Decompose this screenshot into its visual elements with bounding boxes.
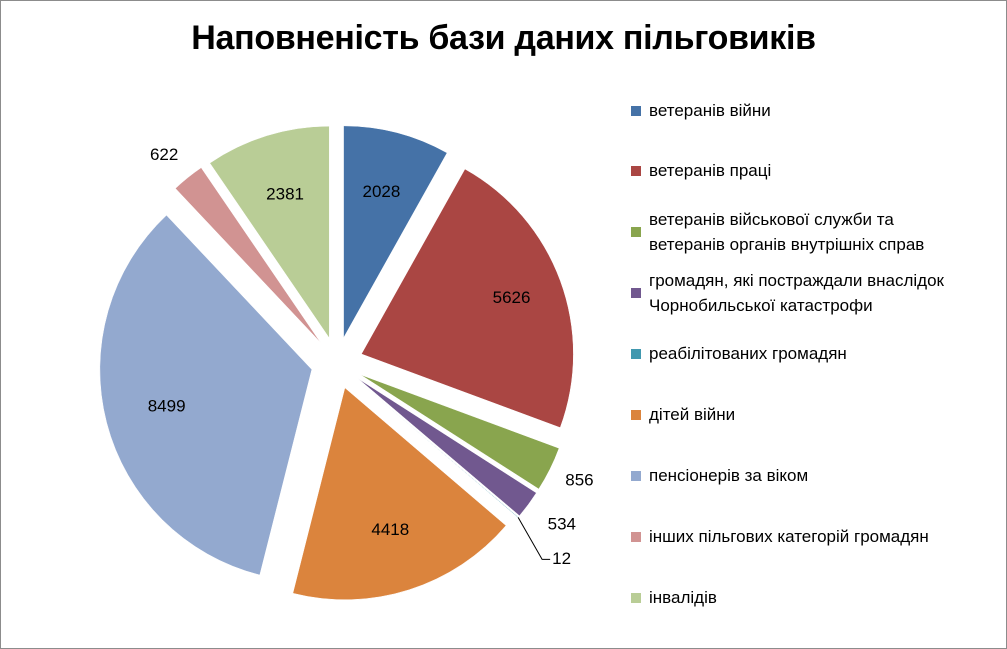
leader-line [517, 517, 551, 560]
pie-slice [175, 167, 321, 343]
legend-label-line: пенсіонерів за віком [649, 466, 809, 485]
legend-label-line: інших пільгових категорій громадян [649, 527, 929, 546]
legend-label-line: громадян, які постраждали внаслідок [649, 270, 944, 290]
legend-swatch [631, 348, 641, 359]
legend-swatch [631, 165, 641, 176]
legend-label-line: реабілітованих громадян [649, 344, 847, 363]
slice-data-label: 8499 [148, 397, 186, 416]
legend-swatch [631, 409, 641, 420]
legend-swatch [631, 592, 641, 603]
slice-data-label: 856 [565, 470, 593, 489]
pie-slice [357, 378, 537, 517]
legend-label-line: ветеранів праці [649, 161, 772, 180]
legend-label: інвалідів [649, 585, 999, 610]
slice-data-label: 534 [548, 514, 576, 533]
legend-label: дітей війни [649, 402, 999, 427]
legend-label: ветеранів війни [649, 98, 999, 123]
slice-data-label: 2381 [266, 184, 304, 203]
pie-slice [99, 214, 313, 576]
legend-label: громадян, які постраждали внаслідок Чорно… [649, 268, 999, 318]
pie-slice [361, 168, 574, 428]
pie-slice [360, 374, 560, 490]
legend-label: ветеранів військової служби та ветеранів … [649, 207, 999, 257]
slice-data-label: 4418 [371, 520, 409, 539]
legend-swatch [631, 531, 641, 542]
legend-label-line: ветеранів війни [649, 101, 771, 120]
legend-label-line: інвалідів [649, 588, 717, 607]
legend-label: реабілітованих громадян [649, 341, 999, 366]
legend-label-line: ветеранів органів внутрішніх справ [649, 234, 925, 254]
legend-swatch [631, 105, 641, 116]
pie-slice [292, 387, 507, 600]
legend-label-line: ветеранів військової служби та [649, 209, 894, 229]
slice-data-label: 12 [552, 549, 571, 568]
slice-data-label: 5626 [493, 288, 531, 307]
legend-label-line: дітей війни [649, 405, 736, 424]
pie-slice [343, 125, 448, 339]
legend-swatch [631, 470, 641, 481]
chart-title: Наповненість бази даних пільговиків [191, 19, 816, 57]
slice-data-label: 2028 [362, 182, 400, 201]
legend-swatch [631, 226, 641, 237]
slice-data-label: 622 [150, 145, 178, 164]
legend-label: пенсіонерів за віком [649, 463, 999, 488]
legend-label: ветеранів праці [649, 158, 999, 183]
legend-swatch [631, 287, 641, 298]
legend-label: інших пільгових категорій громадян [649, 524, 999, 549]
pie-slice [209, 125, 330, 339]
legend-label-line: Чорнобильської катастрофи [649, 295, 873, 315]
